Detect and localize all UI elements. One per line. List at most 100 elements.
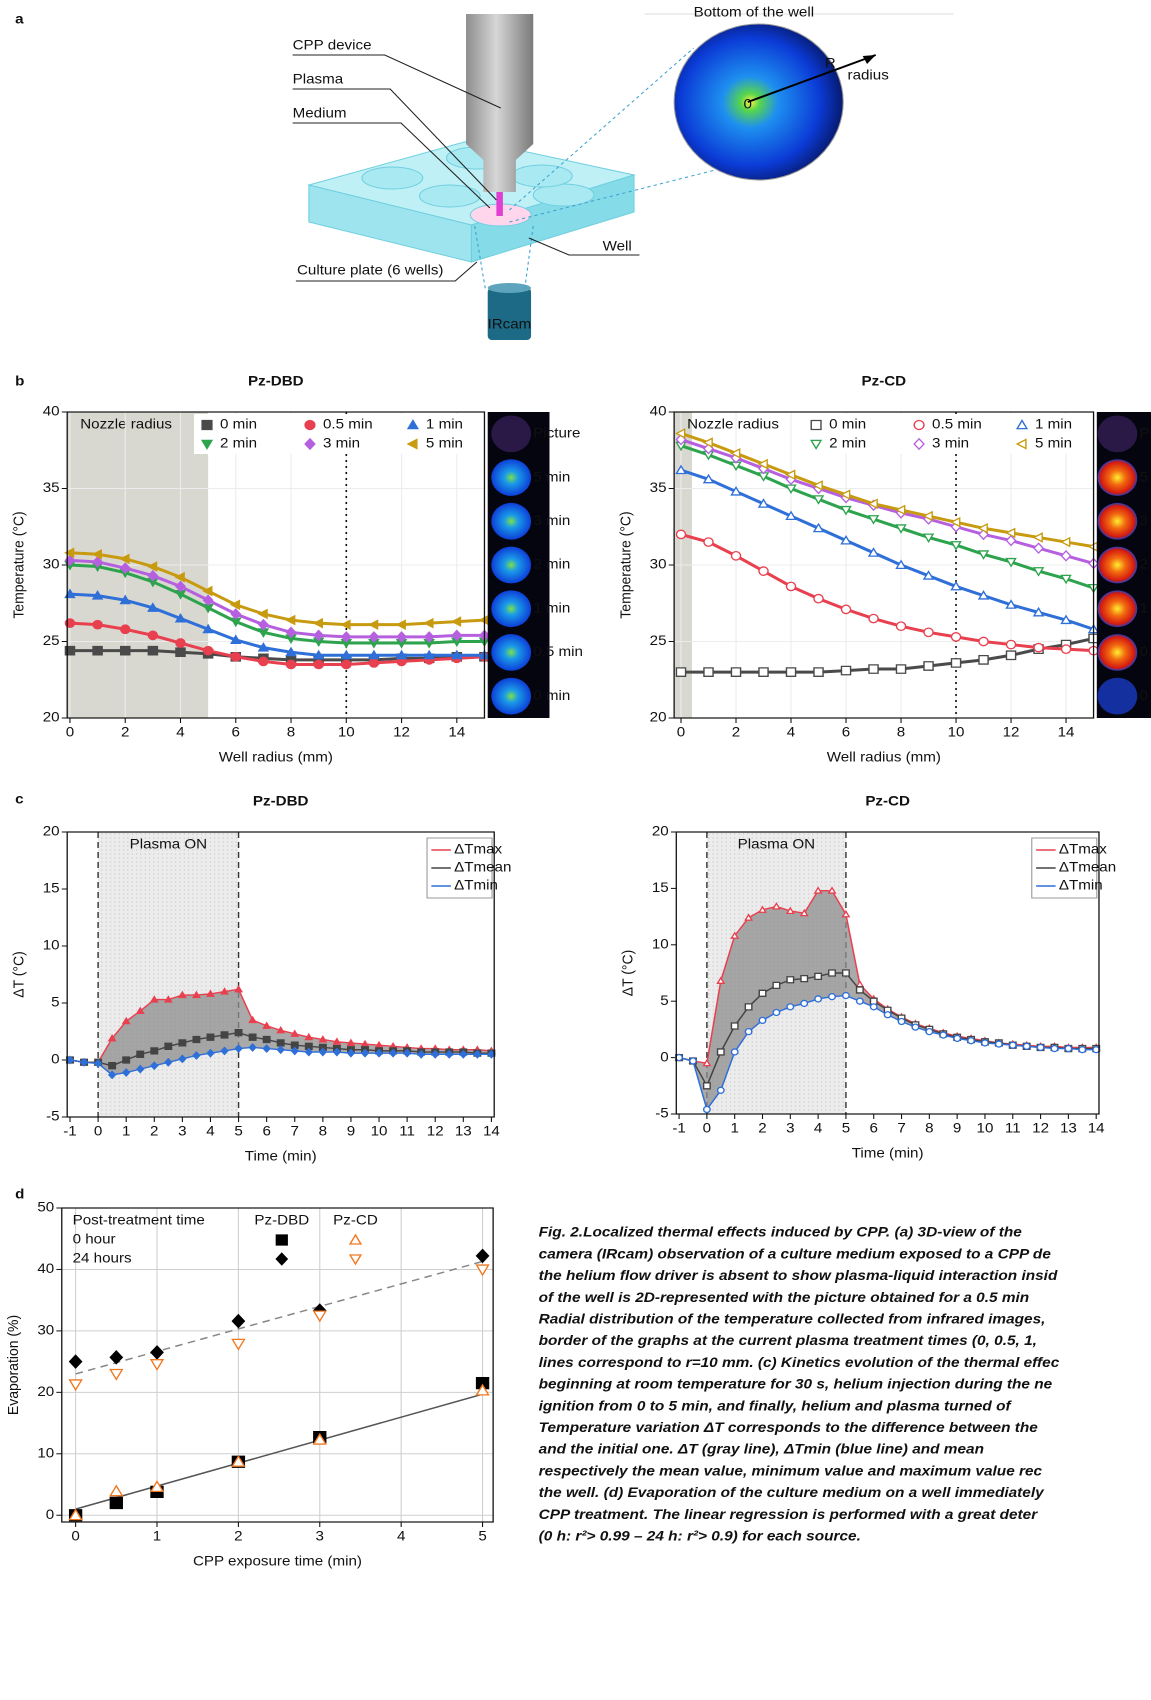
data-point — [977, 590, 990, 600]
x-tick-label: 5 — [234, 1124, 242, 1139]
caption-line: camera (IRcam) observation of a culture … — [539, 1247, 1051, 1262]
data-point — [231, 1338, 246, 1351]
data-point — [109, 1349, 124, 1365]
data-point — [730, 931, 740, 939]
plot-frame — [673, 411, 1095, 719]
data-point — [395, 649, 408, 660]
y-tick-label: 35 — [650, 481, 667, 496]
data-point — [1033, 642, 1044, 653]
inset-image — [491, 590, 532, 628]
data-point — [689, 1057, 697, 1065]
data-point — [869, 997, 878, 1005]
data-point — [340, 619, 351, 630]
x-tick-label: 3 — [786, 1121, 794, 1136]
x-axis-label: Well radius (mm) — [827, 750, 941, 765]
y-tick-label: 40 — [650, 404, 667, 419]
data-point — [285, 646, 297, 657]
x-tick-label: 6 — [232, 725, 240, 740]
data-point — [758, 566, 769, 576]
data-point — [285, 614, 296, 626]
data-point — [360, 1048, 370, 1058]
caption-line: (0 h: r²> 0.99 – 24 h: r²> 0.9) for each… — [539, 1529, 861, 1544]
caption-line: CPP treatment. The linear regression is … — [539, 1507, 1039, 1522]
data-point — [450, 616, 462, 627]
data-point — [68, 1354, 83, 1369]
data-point — [1005, 599, 1017, 609]
zoom-line — [509, 47, 716, 223]
x-tick-label: 4 — [814, 1121, 822, 1136]
data-point — [922, 510, 933, 522]
data-point — [1060, 536, 1071, 548]
data-point — [206, 989, 215, 997]
data-point — [716, 1048, 725, 1056]
data-point — [290, 1029, 300, 1037]
data-point — [229, 599, 241, 611]
data-point — [135, 1006, 145, 1015]
data-point — [1032, 606, 1045, 617]
data-point — [109, 1484, 124, 1497]
inset-label: 3 min — [533, 513, 570, 528]
data-point — [840, 604, 852, 615]
data-point — [473, 1049, 482, 1059]
data-point — [313, 629, 325, 642]
data-point — [431, 1049, 440, 1059]
data-point — [757, 498, 770, 508]
x-tick-label: 9 — [347, 1124, 355, 1139]
data-point — [136, 1050, 145, 1058]
data-point — [702, 1058, 712, 1067]
inset-label: 3 min — [1139, 513, 1151, 528]
data-point — [1008, 1041, 1017, 1049]
caption-line: Radial distribution of the temperature c… — [539, 1312, 1046, 1327]
data-point — [388, 1048, 398, 1058]
x-tick-label: 10 — [977, 1121, 994, 1136]
data-point — [1005, 639, 1017, 650]
legend-marker — [913, 437, 925, 451]
legend-label: ΔTmean — [1059, 860, 1116, 875]
x-tick-label: 8 — [925, 1121, 933, 1136]
data-point — [174, 571, 185, 583]
x-tick-label: 14 — [1088, 1121, 1105, 1136]
legend-marker — [406, 419, 420, 430]
legend-marker — [304, 437, 316, 451]
data-point — [703, 537, 714, 547]
data-point — [702, 437, 713, 448]
y-tick-label: 20 — [652, 824, 669, 839]
diagram — [292, 13, 954, 340]
well-shape — [418, 184, 481, 208]
data-point — [953, 1034, 962, 1042]
x-axis-label: Time (min) — [852, 1146, 924, 1161]
inset-label: 2 min — [1139, 557, 1151, 572]
x-tick-label: 2 — [234, 1529, 242, 1544]
inset-label: 0.5 min — [533, 645, 583, 660]
data-point — [276, 1026, 286, 1034]
inset-label: Picture — [533, 426, 580, 441]
view-cone — [474, 225, 534, 291]
data-point — [340, 631, 352, 643]
data-point — [895, 524, 907, 534]
data-point — [395, 619, 406, 630]
y-axis-label: ΔT (°C) — [620, 950, 637, 997]
data-point — [758, 989, 767, 997]
x-tick-label: 4 — [397, 1529, 405, 1544]
data-point — [994, 1040, 1003, 1048]
series-line — [69, 563, 485, 645]
data-point — [1005, 557, 1017, 568]
legend-label: ΔTmin — [1059, 878, 1103, 893]
legend-label: 3 min — [323, 436, 360, 451]
data-point — [869, 1003, 878, 1011]
legend-marker — [348, 1233, 363, 1245]
data-point — [841, 991, 850, 1000]
data-point — [248, 1033, 257, 1041]
data-point — [1033, 542, 1045, 554]
x-tick-label: 9 — [953, 1121, 961, 1136]
data-point — [304, 1047, 313, 1057]
x-tick-label: 1 — [122, 1124, 130, 1139]
legend-box — [803, 414, 1092, 454]
legend-label: 0.5 min — [932, 417, 982, 432]
x-tick-label: 5 — [842, 1121, 850, 1136]
data-point — [925, 1028, 934, 1036]
data-point — [1005, 650, 1017, 661]
caption-line: the helium flow driver is absent to show… — [539, 1269, 1059, 1284]
legend-marker — [810, 419, 822, 431]
data-point — [1005, 527, 1016, 539]
